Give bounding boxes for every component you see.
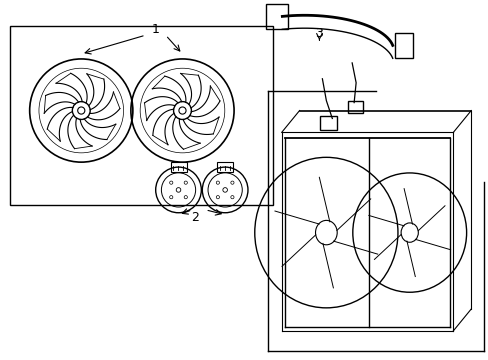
Bar [347,100,362,113]
Text: 1: 1 [151,23,159,36]
Bar [266,4,288,29]
Bar [320,117,337,130]
Bar [394,32,412,58]
Bar [10,26,272,205]
Text: 2: 2 [191,211,199,224]
Text: 3: 3 [315,27,323,40]
